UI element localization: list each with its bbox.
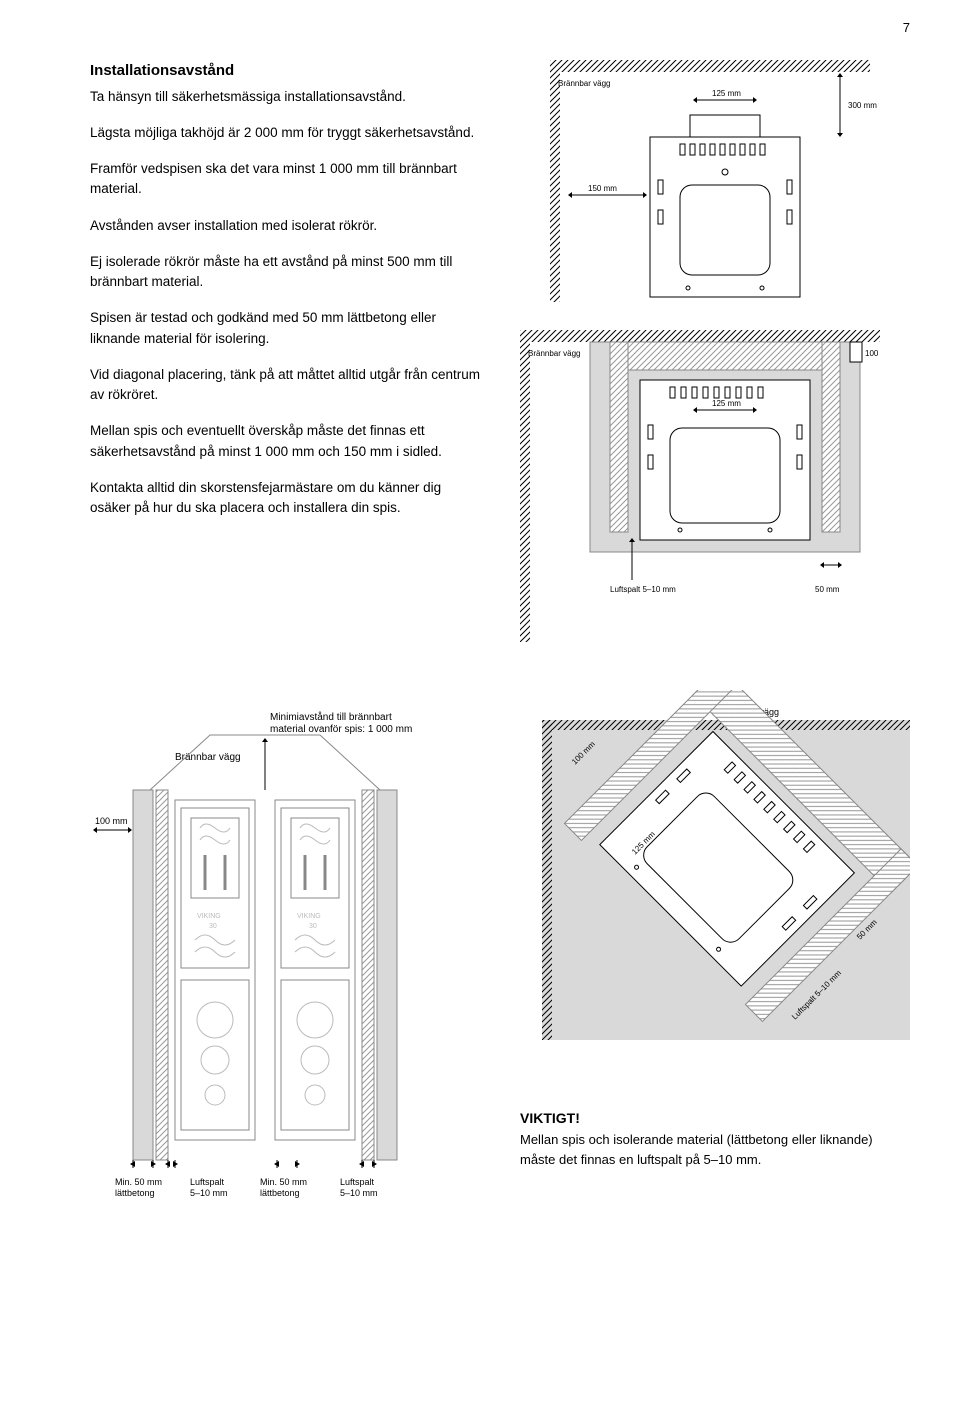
- d2-50: 50 mm: [815, 585, 840, 594]
- upper-section: Installationsavstånd Ta hänsyn till säke…: [90, 60, 900, 650]
- para-9: Kontakta alltid din skorstensfejarmästar…: [90, 478, 480, 519]
- d2-100: 100 mm: [865, 349, 880, 358]
- d3-above-label: Minimiavstånd till brännbart material ov…: [270, 711, 412, 735]
- svg-text:Min. 50 mm: Min. 50 mm: [260, 1177, 307, 1187]
- important-title: VIKTIGT!: [520, 1110, 910, 1126]
- diagram-top-straight: Brännbar vägg 300 mm 125 mm: [520, 60, 880, 320]
- important-box: VIKTIGT! Mellan spis och isolerande mate…: [520, 1100, 910, 1179]
- svg-text:5–10 mm: 5–10 mm: [190, 1188, 228, 1198]
- diagram-diagonal: Brännbar vägg: [520, 690, 910, 1070]
- svg-text:5–10 mm: 5–10 mm: [340, 1188, 378, 1198]
- lower-section: Minimiavstånd till brännbart material ov…: [90, 690, 900, 1210]
- d3-100: 100 mm: [95, 816, 128, 826]
- svg-text:Luftspalt: Luftspalt: [190, 1177, 225, 1187]
- svg-text:Min. 50 mm: Min. 50 mm: [115, 1177, 162, 1187]
- svg-text:Luftspalt: Luftspalt: [340, 1177, 375, 1187]
- para-2: Lägsta möjliga takhöjd är 2 000 mm för t…: [90, 123, 480, 143]
- svg-text:30: 30: [309, 923, 317, 930]
- diagram-top-insulated: Brännbar vägg 100 mm: [520, 330, 880, 650]
- svg-text:lättbetong: lättbetong: [260, 1188, 300, 1198]
- para-8: Mellan spis och eventuellt överskåp måst…: [90, 421, 480, 462]
- d2-luftspalt: Luftspalt 5–10 mm: [610, 585, 676, 594]
- para-3: Framför vedspisen ska det vara minst 1 0…: [90, 159, 480, 200]
- svg-text:30: 30: [209, 923, 217, 930]
- diagram-front-view: Minimiavstånd till brännbart material ov…: [90, 690, 490, 1210]
- para-6: Spisen är testad och godkänd med 50 mm l…: [90, 308, 480, 349]
- important-text: Mellan spis och isolerande material (lät…: [520, 1130, 910, 1169]
- d2-125: 125 mm: [712, 399, 741, 408]
- para-1: Ta hänsyn till säkerhetsmässiga installa…: [90, 87, 480, 107]
- d1-150: 150 mm: [588, 184, 617, 193]
- d1-300: 300 mm: [848, 101, 877, 110]
- svg-text:lättbetong: lättbetong: [115, 1188, 155, 1198]
- para-4: Avstånden avser installation med isolera…: [90, 216, 480, 236]
- d1-125: 125 mm: [712, 89, 741, 98]
- page-number: 7: [903, 20, 910, 35]
- stove-front-1: VIKING 30: [175, 800, 255, 1140]
- svg-text:VIKING: VIKING: [297, 913, 321, 920]
- text-column: Installationsavstånd Ta hänsyn till säke…: [90, 60, 480, 650]
- para-7: Vid diagonal placering, tänk på att mått…: [90, 365, 480, 406]
- diagram-diagonal-section: Brännbar vägg: [520, 690, 910, 1179]
- heading: Installationsavstånd: [90, 60, 480, 83]
- para-5: Ej isolerade rökrör måste ha ett avstånd…: [90, 252, 480, 293]
- diagram-column-upper: Brännbar vägg 300 mm 125 mm: [520, 60, 900, 650]
- svg-text:VIKING: VIKING: [197, 913, 221, 920]
- d1-wall-label: Brännbar vägg: [558, 79, 610, 88]
- stove-front-2: VIKING 30: [275, 800, 355, 1140]
- d2-wall-label: Brännbar vägg: [528, 349, 580, 358]
